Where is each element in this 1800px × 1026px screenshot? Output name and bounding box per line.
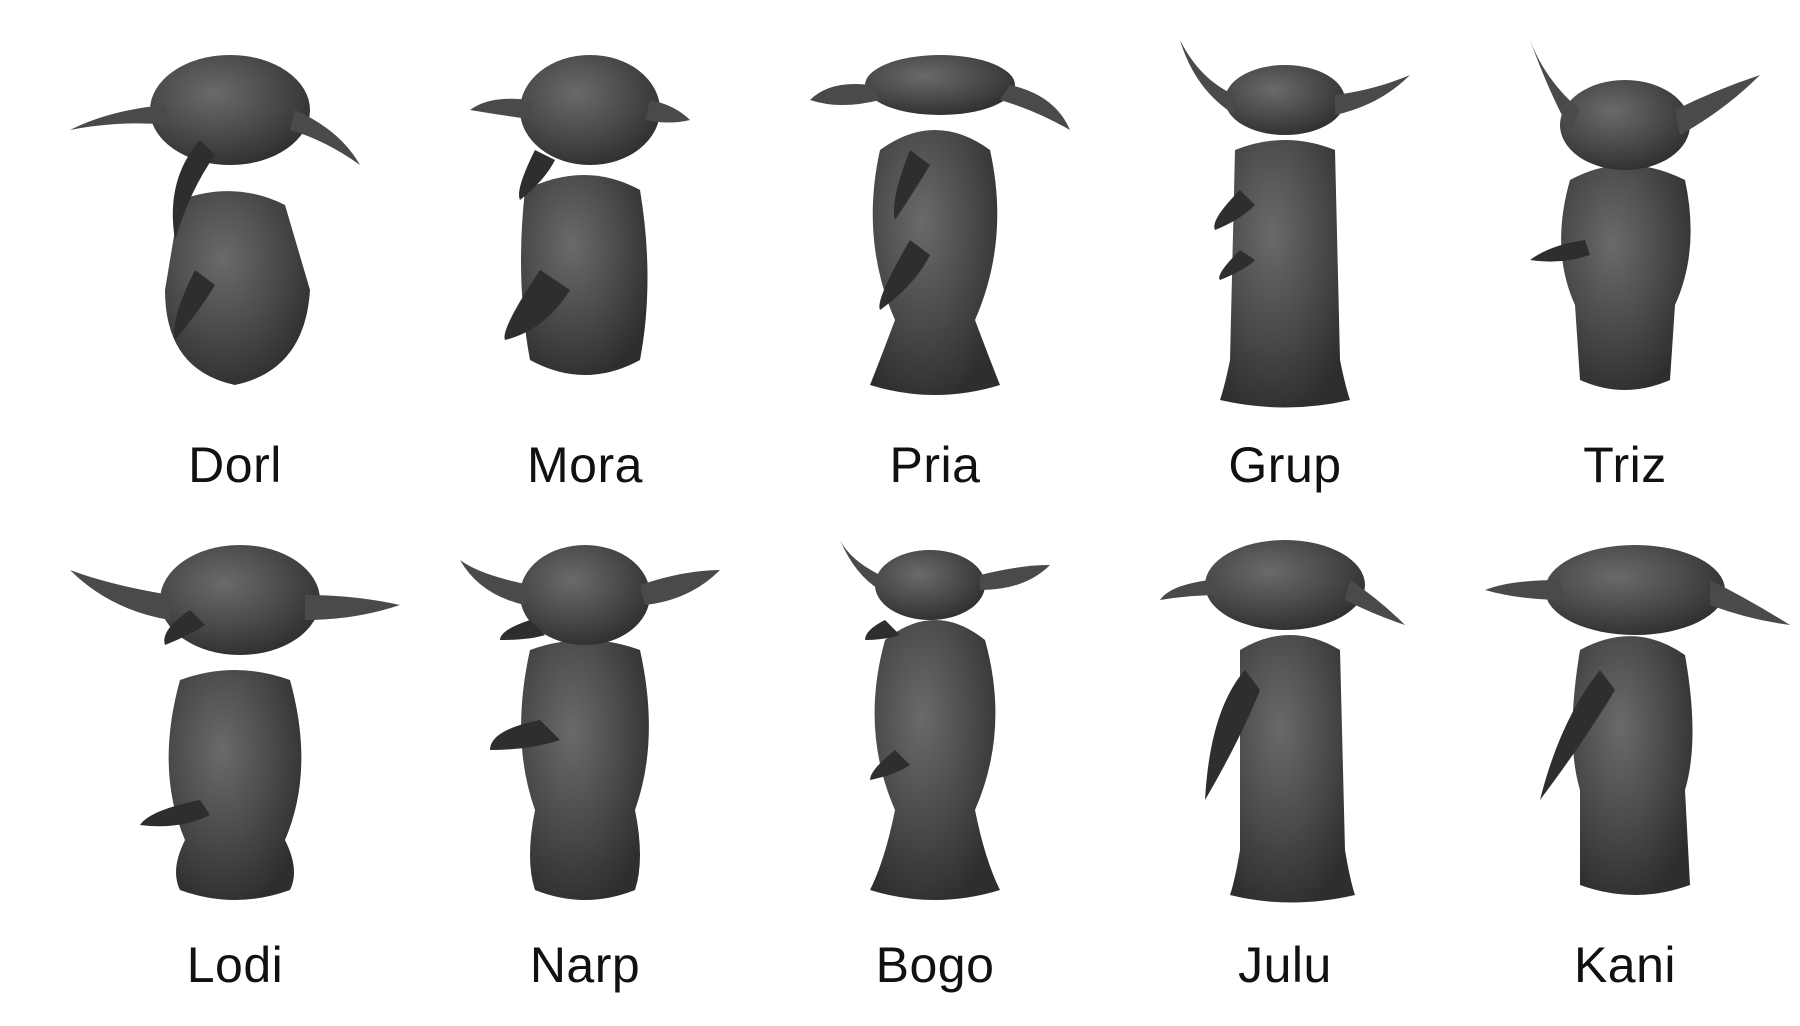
figure-shape [1485,545,1790,895]
figure-cell-narp: Narp [420,540,750,1000]
object-image [840,540,1050,900]
figure-cell-mora: Mora [420,40,750,500]
figure-cell-pria: Pria [770,40,1100,500]
object-image [70,55,360,385]
figure-label: Narp [529,937,641,993]
figure-shape [1180,40,1410,408]
figure-cell-dorl: Dorl [70,40,400,500]
figure-shape [840,540,1050,900]
figure-shape [810,55,1070,395]
figure-shape [460,545,720,900]
figure-cell-lodi: Lodi [70,540,400,1000]
figure-label: Mora [527,437,643,493]
object-image [470,55,690,375]
object-image [1530,40,1760,390]
figure-cell-julu: Julu [1120,540,1450,1000]
figure-label: Triz [1583,437,1667,493]
figure-label: Julu [1238,937,1332,993]
figure-cell-triz: Triz [1460,40,1790,500]
object-image [810,55,1070,395]
figure-shape [1530,40,1760,390]
figure-cell-bogo: Bogo [770,540,1100,1000]
figure-label: Kani [1573,937,1677,993]
figure-label: Grup [1228,437,1342,493]
figure-shape [1160,540,1405,903]
figure-label: Bogo [875,937,995,993]
figure-shape [470,55,690,375]
figure-label: Lodi [186,937,284,993]
object-image [1160,540,1405,903]
figure-shape [70,55,360,385]
figure-cell-grup: Grup [1120,40,1450,500]
object-image [460,545,720,900]
figure-label: Dorl [188,437,282,493]
figure-cell-kani: Kani [1460,540,1790,1000]
figure-label: Pria [889,437,981,493]
figure-shape [70,545,400,900]
object-image [70,545,400,900]
object-image [1485,545,1790,895]
object-image [1180,40,1410,408]
